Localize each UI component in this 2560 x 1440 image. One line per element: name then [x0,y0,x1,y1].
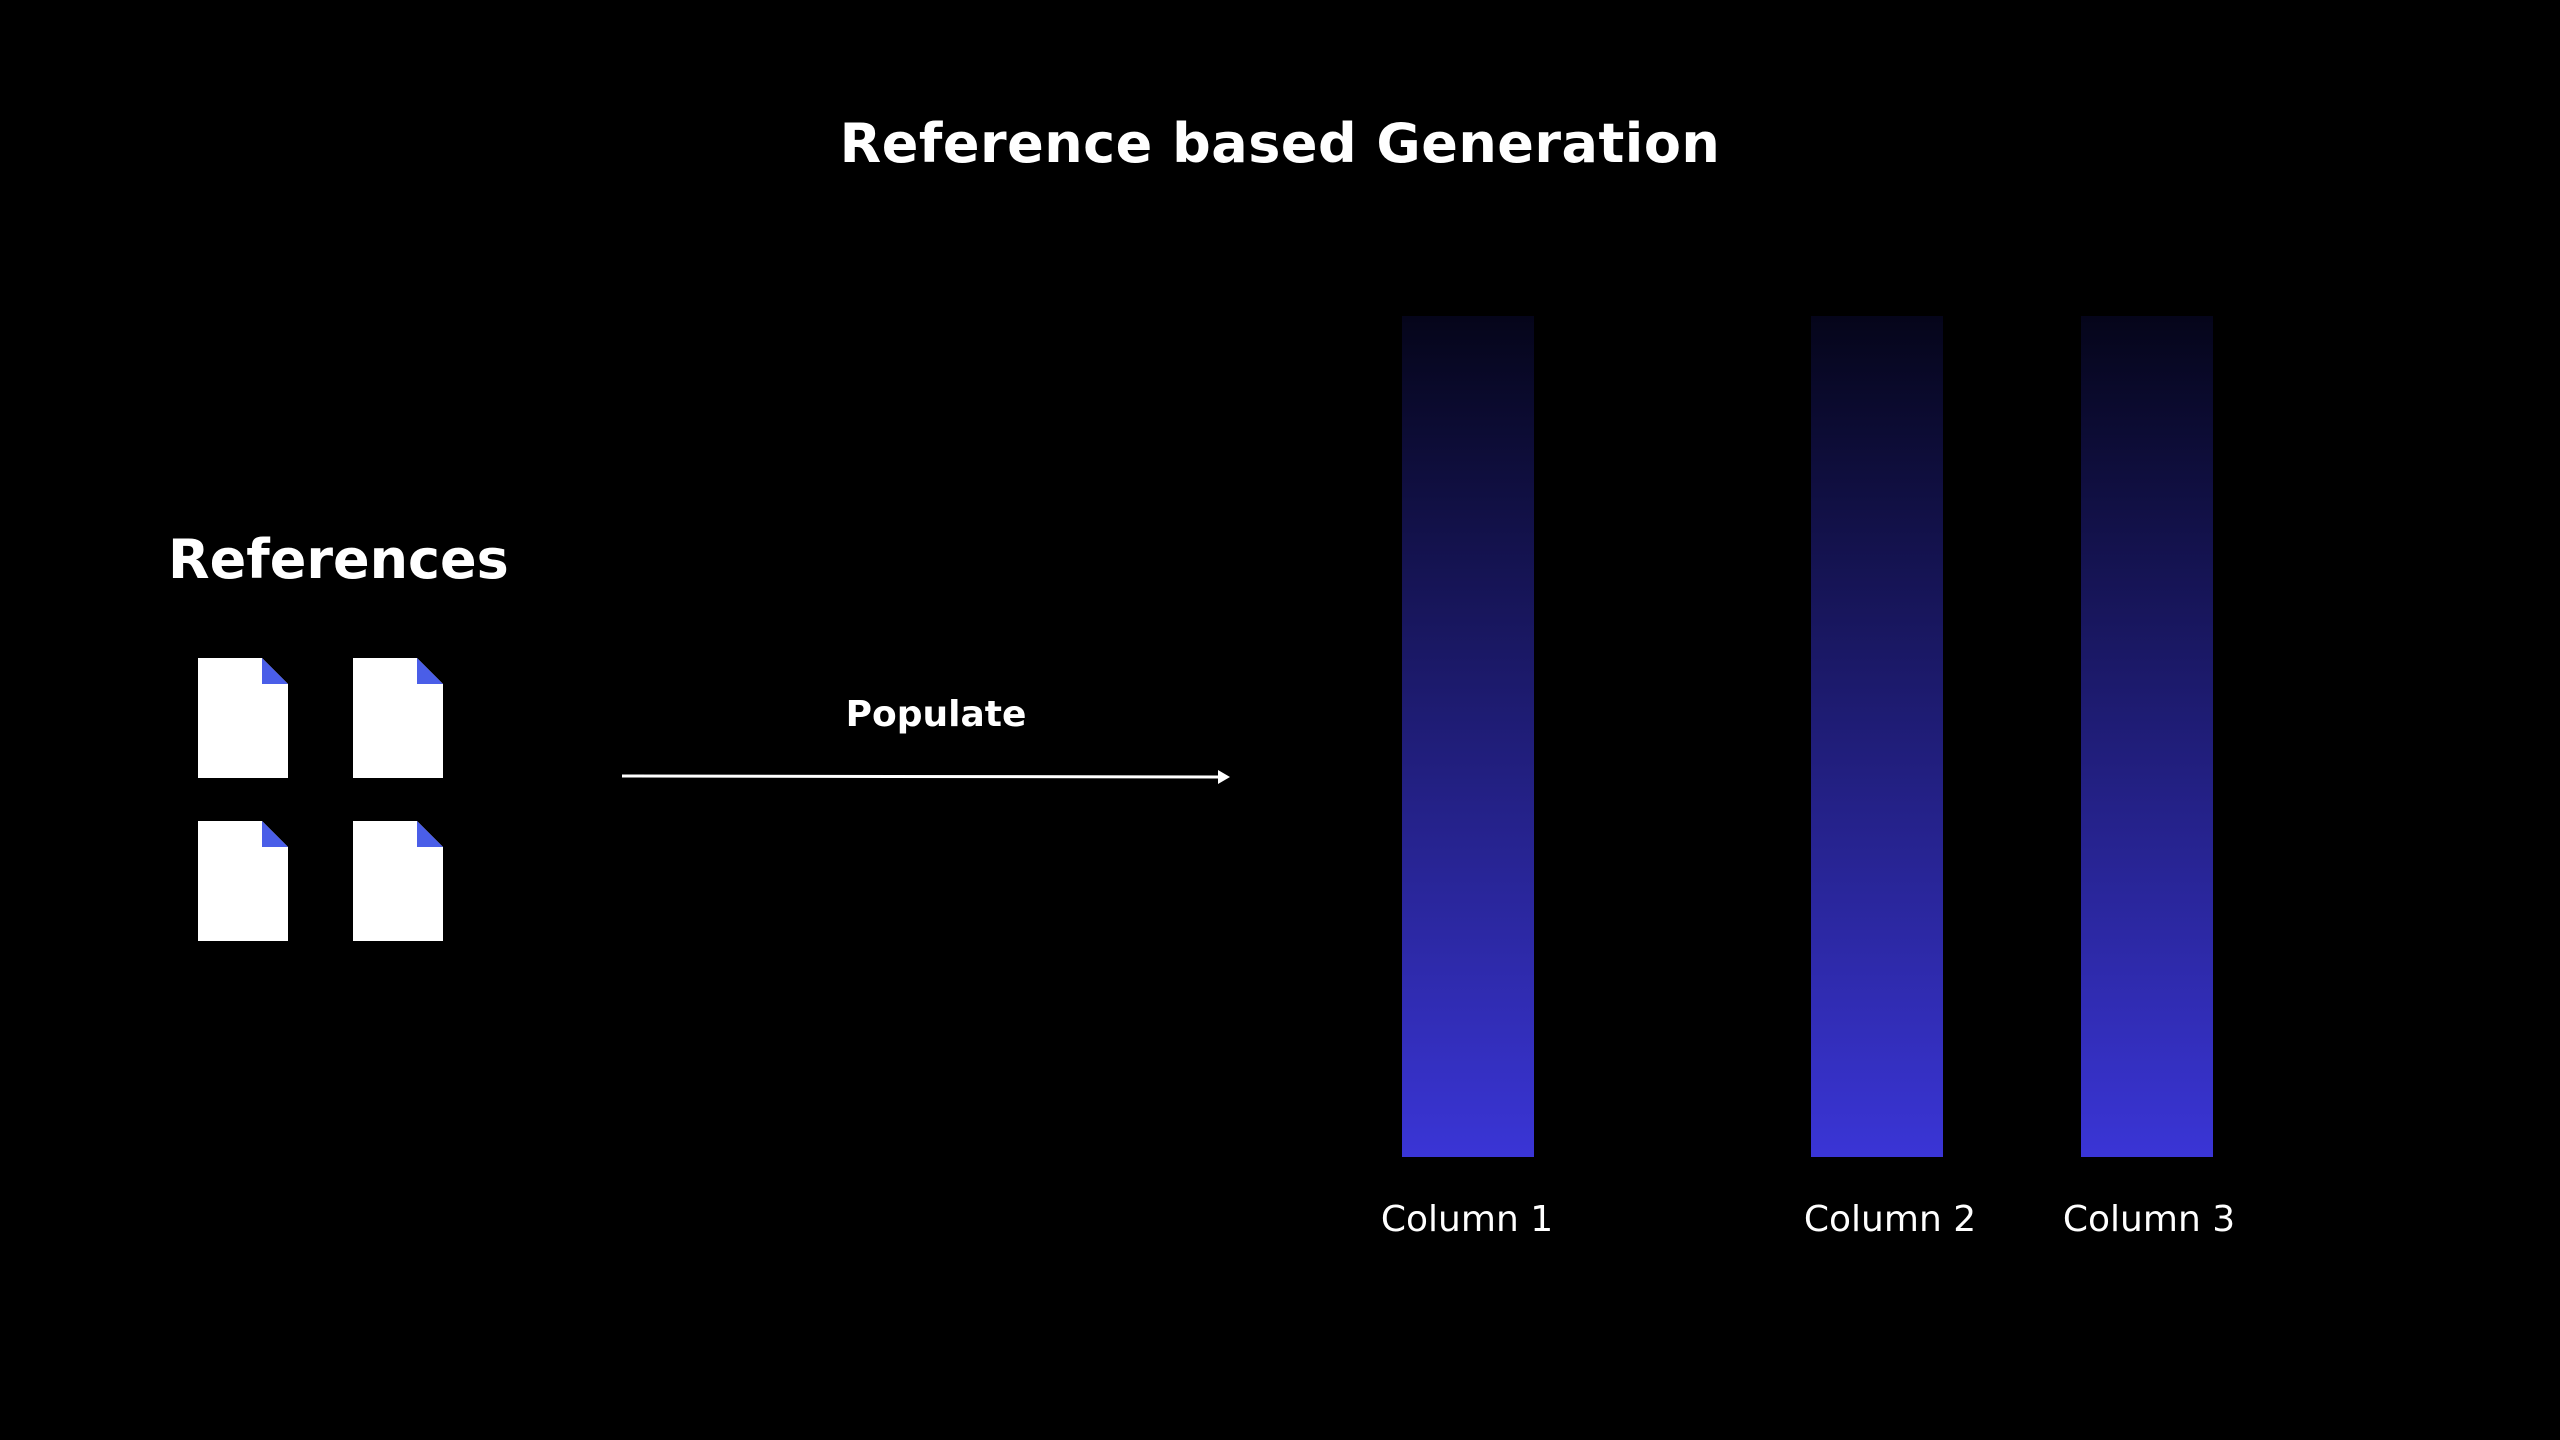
diagram-title: Reference based Generation [839,112,1721,175]
column-3-bar [2081,316,2213,1157]
references-heading: References [168,528,509,591]
document-icon [198,658,288,778]
column-1-bar [1402,316,1534,1157]
column-3-label: Column 3 [2062,1199,2236,1240]
document-icon [353,821,443,941]
document-icon [353,658,443,778]
column-2-bar [1811,316,1943,1157]
document-icon [198,821,288,941]
column-1-label: Column 1 [1380,1199,1554,1240]
arrow-label: Populate [845,694,1027,735]
column-2-label: Column 2 [1803,1199,1977,1240]
populate-arrow [620,764,1232,792]
